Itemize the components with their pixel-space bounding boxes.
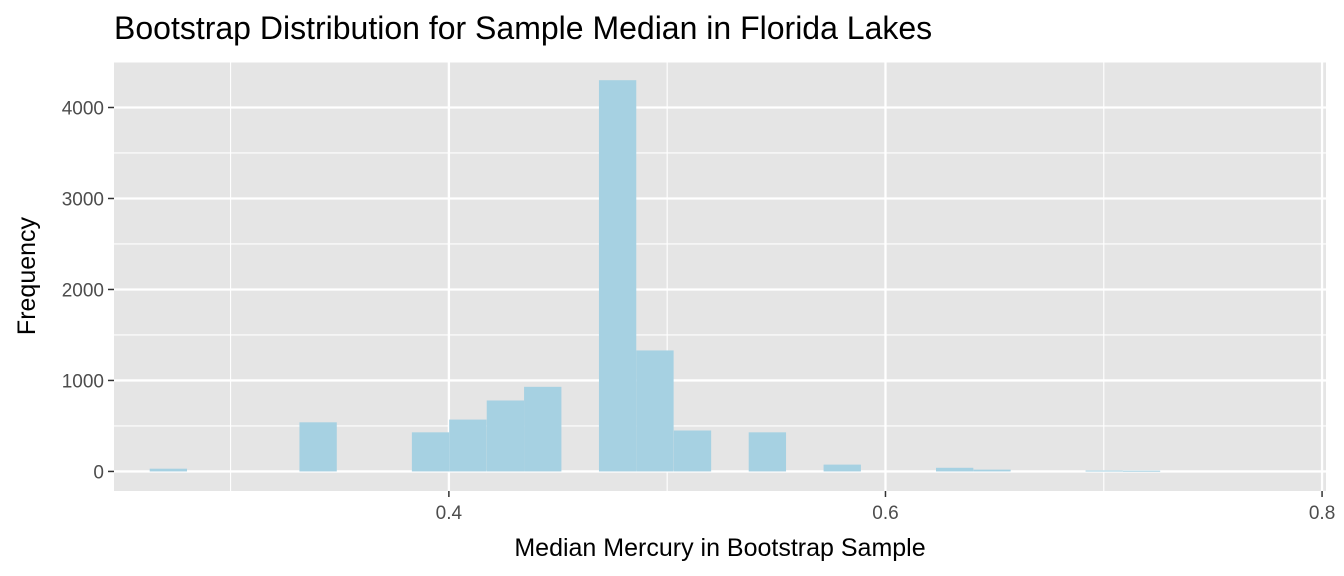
x-tick-label: 0.4 xyxy=(436,503,463,524)
histogram-bar xyxy=(823,464,861,472)
grid-lines xyxy=(114,61,1326,491)
y-tick-label: 2000 xyxy=(62,280,104,301)
histogram-bar xyxy=(524,386,562,472)
histogram-bar xyxy=(673,430,712,472)
histogram-bar xyxy=(299,422,337,472)
y-tick-label: 3000 xyxy=(62,189,104,210)
histogram-bar xyxy=(1085,470,1123,472)
histogram-bar xyxy=(636,350,674,472)
histogram-bar xyxy=(486,400,525,472)
x-tick-label: 0.6 xyxy=(872,503,898,524)
histogram-bar xyxy=(449,419,487,472)
histogram-bar xyxy=(598,80,637,472)
histogram-bar xyxy=(1122,470,1161,472)
chart-title: Bootstrap Distribution for Sample Median… xyxy=(114,10,932,46)
histogram-bar xyxy=(748,432,787,472)
histogram-bar xyxy=(411,432,450,472)
x-tick-label: 0.8 xyxy=(1309,503,1335,524)
histogram-bars xyxy=(149,80,1161,472)
y-tick-label: 1000 xyxy=(62,371,104,392)
histogram-bar xyxy=(149,468,188,472)
histogram-bar xyxy=(973,469,1011,472)
x-axis-title: Median Mercury in Bootstrap Sample xyxy=(514,534,925,562)
y-tick-label: 4000 xyxy=(62,98,104,119)
y-axis-ticks: 0 1000 2000 3000 4000 xyxy=(62,98,114,483)
histogram-bar xyxy=(936,467,974,472)
x-axis-ticks: 0.4 0.6 0.8 xyxy=(436,491,1335,524)
plot-panel xyxy=(114,62,1326,491)
y-tick-label: 0 xyxy=(93,462,104,483)
y-axis-title: Frequency xyxy=(13,216,41,335)
